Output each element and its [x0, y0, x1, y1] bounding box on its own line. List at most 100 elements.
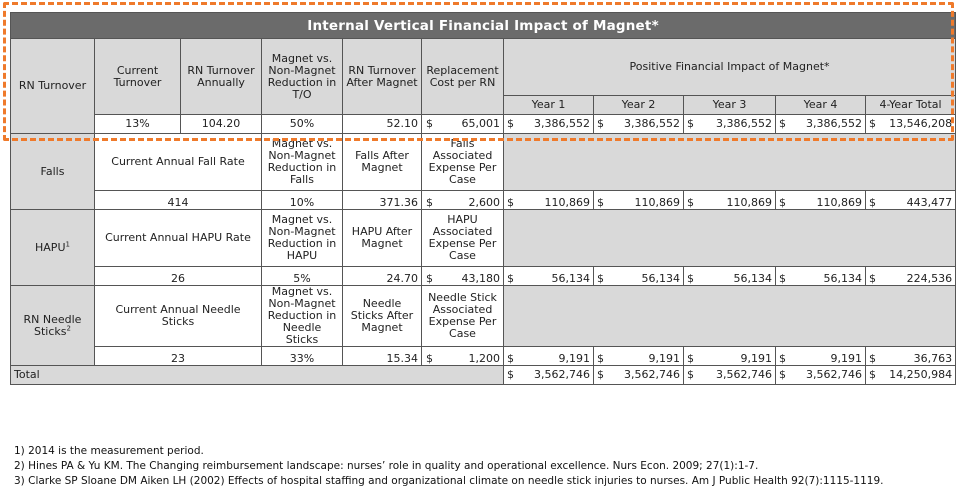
amount: 56,134 — [641, 272, 681, 285]
header-hapu-expense: HAPU Associated Expense Per Case — [421, 209, 504, 267]
amount: 2,600 — [468, 196, 501, 209]
currency-symbol: $ — [597, 117, 604, 130]
needle-expense-value: $1,200 — [421, 346, 504, 366]
amount: 43,180 — [461, 272, 501, 285]
amount: 3,386,552 — [624, 117, 680, 130]
amount: 110,869 — [544, 196, 591, 209]
amount: 1,200 — [468, 352, 501, 365]
amount: 110,869 — [816, 196, 863, 209]
currency-symbol: $ — [597, 368, 604, 381]
row-label-rn-turnover: RN Turnover — [10, 38, 95, 134]
header-reduction-needle-sticks: Magnet vs. Non-Magnet Reduction in Needl… — [261, 285, 343, 347]
amount: 36,763 — [913, 352, 953, 365]
hapu-after-magnet-value: 24.70 — [342, 266, 422, 286]
currency-symbol: $ — [687, 117, 694, 130]
currency-symbol: $ — [687, 368, 694, 381]
currency-symbol: $ — [507, 272, 514, 285]
amount: 56,134 — [551, 272, 591, 285]
header-year-2: Year 2 — [593, 95, 684, 115]
hapu-impact-year-2: $56,134 — [593, 266, 684, 286]
header-year-4: Year 4 — [775, 95, 866, 115]
hapu-impact-year-1: $56,134 — [503, 266, 594, 286]
amount: 56,134 — [823, 272, 863, 285]
hapu-label: HAPU — [35, 240, 66, 254]
amount: 14,250,984 — [889, 368, 953, 381]
header-4-year-total: 4-Year Total — [864, 95, 957, 115]
amount: 110,869 — [726, 196, 773, 209]
currency-symbol: $ — [869, 117, 876, 130]
amount: 3,562,746 — [534, 368, 590, 381]
total-year-3: $3,562,746 — [683, 365, 776, 385]
needle-impact-year-1: $9,191 — [503, 346, 594, 366]
amount: 3,562,746 — [716, 368, 772, 381]
currency-symbol: $ — [779, 352, 786, 365]
rn-impact-year-4: $3,386,552 — [775, 114, 866, 134]
header-year-1: Year 1 — [503, 95, 594, 115]
rn-impact-year-3: $3,386,552 — [683, 114, 776, 134]
header-current-turnover: Current Turnover — [94, 38, 181, 115]
currency-symbol: $ — [597, 196, 604, 209]
rn-after-magnet-value: 52.10 — [342, 114, 422, 134]
falls-reduction-value: 10% — [261, 190, 343, 210]
currency-symbol: $ — [507, 368, 514, 381]
amount: 9,191 — [740, 352, 773, 365]
currency-symbol: $ — [779, 117, 786, 130]
falls-impact-year-3: $110,869 — [683, 190, 776, 210]
currency-symbol: $ — [507, 117, 514, 130]
rn-impact-year-1: $3,386,552 — [503, 114, 594, 134]
falls-impact-year-1: $110,869 — [503, 190, 594, 210]
hapu-header-filler — [502, 209, 957, 267]
currency-symbol: $ — [426, 352, 433, 365]
header-reduction-to: Magnet vs. Non-Magnet Reduction in T/O — [261, 38, 343, 115]
row-label-hapu: HAPU1 — [10, 209, 95, 286]
amount: 3,386,552 — [534, 117, 590, 130]
footnotes: 1) 2014 is the measurement period. 2) Hi… — [14, 444, 883, 489]
header-hapu-after-magnet: HAPU After Magnet — [342, 209, 422, 267]
currency-symbol: $ — [426, 272, 433, 285]
amount: 443,477 — [906, 196, 953, 209]
hapu-reduction-value: 5% — [261, 266, 343, 286]
total-year-4: $3,562,746 — [775, 365, 866, 385]
amount: 9,191 — [648, 352, 681, 365]
total-year-2: $3,562,746 — [593, 365, 684, 385]
footnote-2: 2) Hines PA & Yu KM. The Changing reimbu… — [14, 460, 759, 472]
rn-impact-total: $13,546,208 — [864, 114, 957, 134]
header-reduction-hapu: Magnet vs. Non-Magnet Reduction in HAPU — [261, 209, 343, 267]
falls-header-filler — [502, 133, 957, 191]
financial-impact-table: Internal Vertical Financial Impact of Ma… — [9, 12, 957, 385]
needle-impact-total: $36,763 — [864, 346, 957, 366]
currency-symbol: $ — [779, 196, 786, 209]
header-current-annual-hapu-rate: Current Annual HAPU Rate — [94, 209, 262, 267]
total-label: Total — [10, 365, 504, 385]
hapu-impact-year-4: $56,134 — [775, 266, 866, 286]
falls-impact-year-4: $110,869 — [775, 190, 866, 210]
hapu-impact-year-3: $56,134 — [683, 266, 776, 286]
needle-sticks-label: RN Needle Sticks — [23, 312, 82, 338]
header-positive-financial-impact: Positive Financial Impact of Magnet* — [502, 38, 957, 96]
amount: 9,191 — [830, 352, 863, 365]
header-needle-sticks-after-magnet: Needle Sticks After Magnet — [342, 285, 422, 347]
rn-current-turnover-value: 13% — [94, 114, 181, 134]
needle-impact-year-2: $9,191 — [593, 346, 684, 366]
amount: 3,386,552 — [806, 117, 862, 130]
footnote-3: 3) Clarke SP Sloane DM Aiken LH (2002) E… — [14, 475, 884, 487]
needle-current-value: 23 — [94, 346, 262, 366]
currency-symbol: $ — [779, 368, 786, 381]
falls-impact-year-2: $110,869 — [593, 190, 684, 210]
header-rn-turnover-annually: RN Turnover Annually — [180, 38, 262, 115]
currency-symbol: $ — [869, 368, 876, 381]
footnote-marker: 1 — [65, 239, 70, 248]
falls-impact-total: $443,477 — [864, 190, 957, 210]
header-turnover-after-magnet: RN Turnover After Magnet — [342, 38, 422, 115]
amount: 3,562,746 — [806, 368, 862, 381]
footnote-1: 1) 2014 is the measurement period. — [14, 445, 204, 457]
header-falls-after-magnet: Falls After Magnet — [342, 133, 422, 191]
currency-symbol: $ — [426, 196, 433, 209]
currency-symbol: $ — [507, 196, 514, 209]
table-title: Internal Vertical Financial Impact of Ma… — [9, 12, 957, 39]
amount: 65,001 — [461, 117, 501, 130]
amount: 110,869 — [634, 196, 681, 209]
amount: 9,191 — [558, 352, 591, 365]
rn-reduction-value: 50% — [261, 114, 343, 134]
total-4-year: $14,250,984 — [864, 365, 957, 385]
